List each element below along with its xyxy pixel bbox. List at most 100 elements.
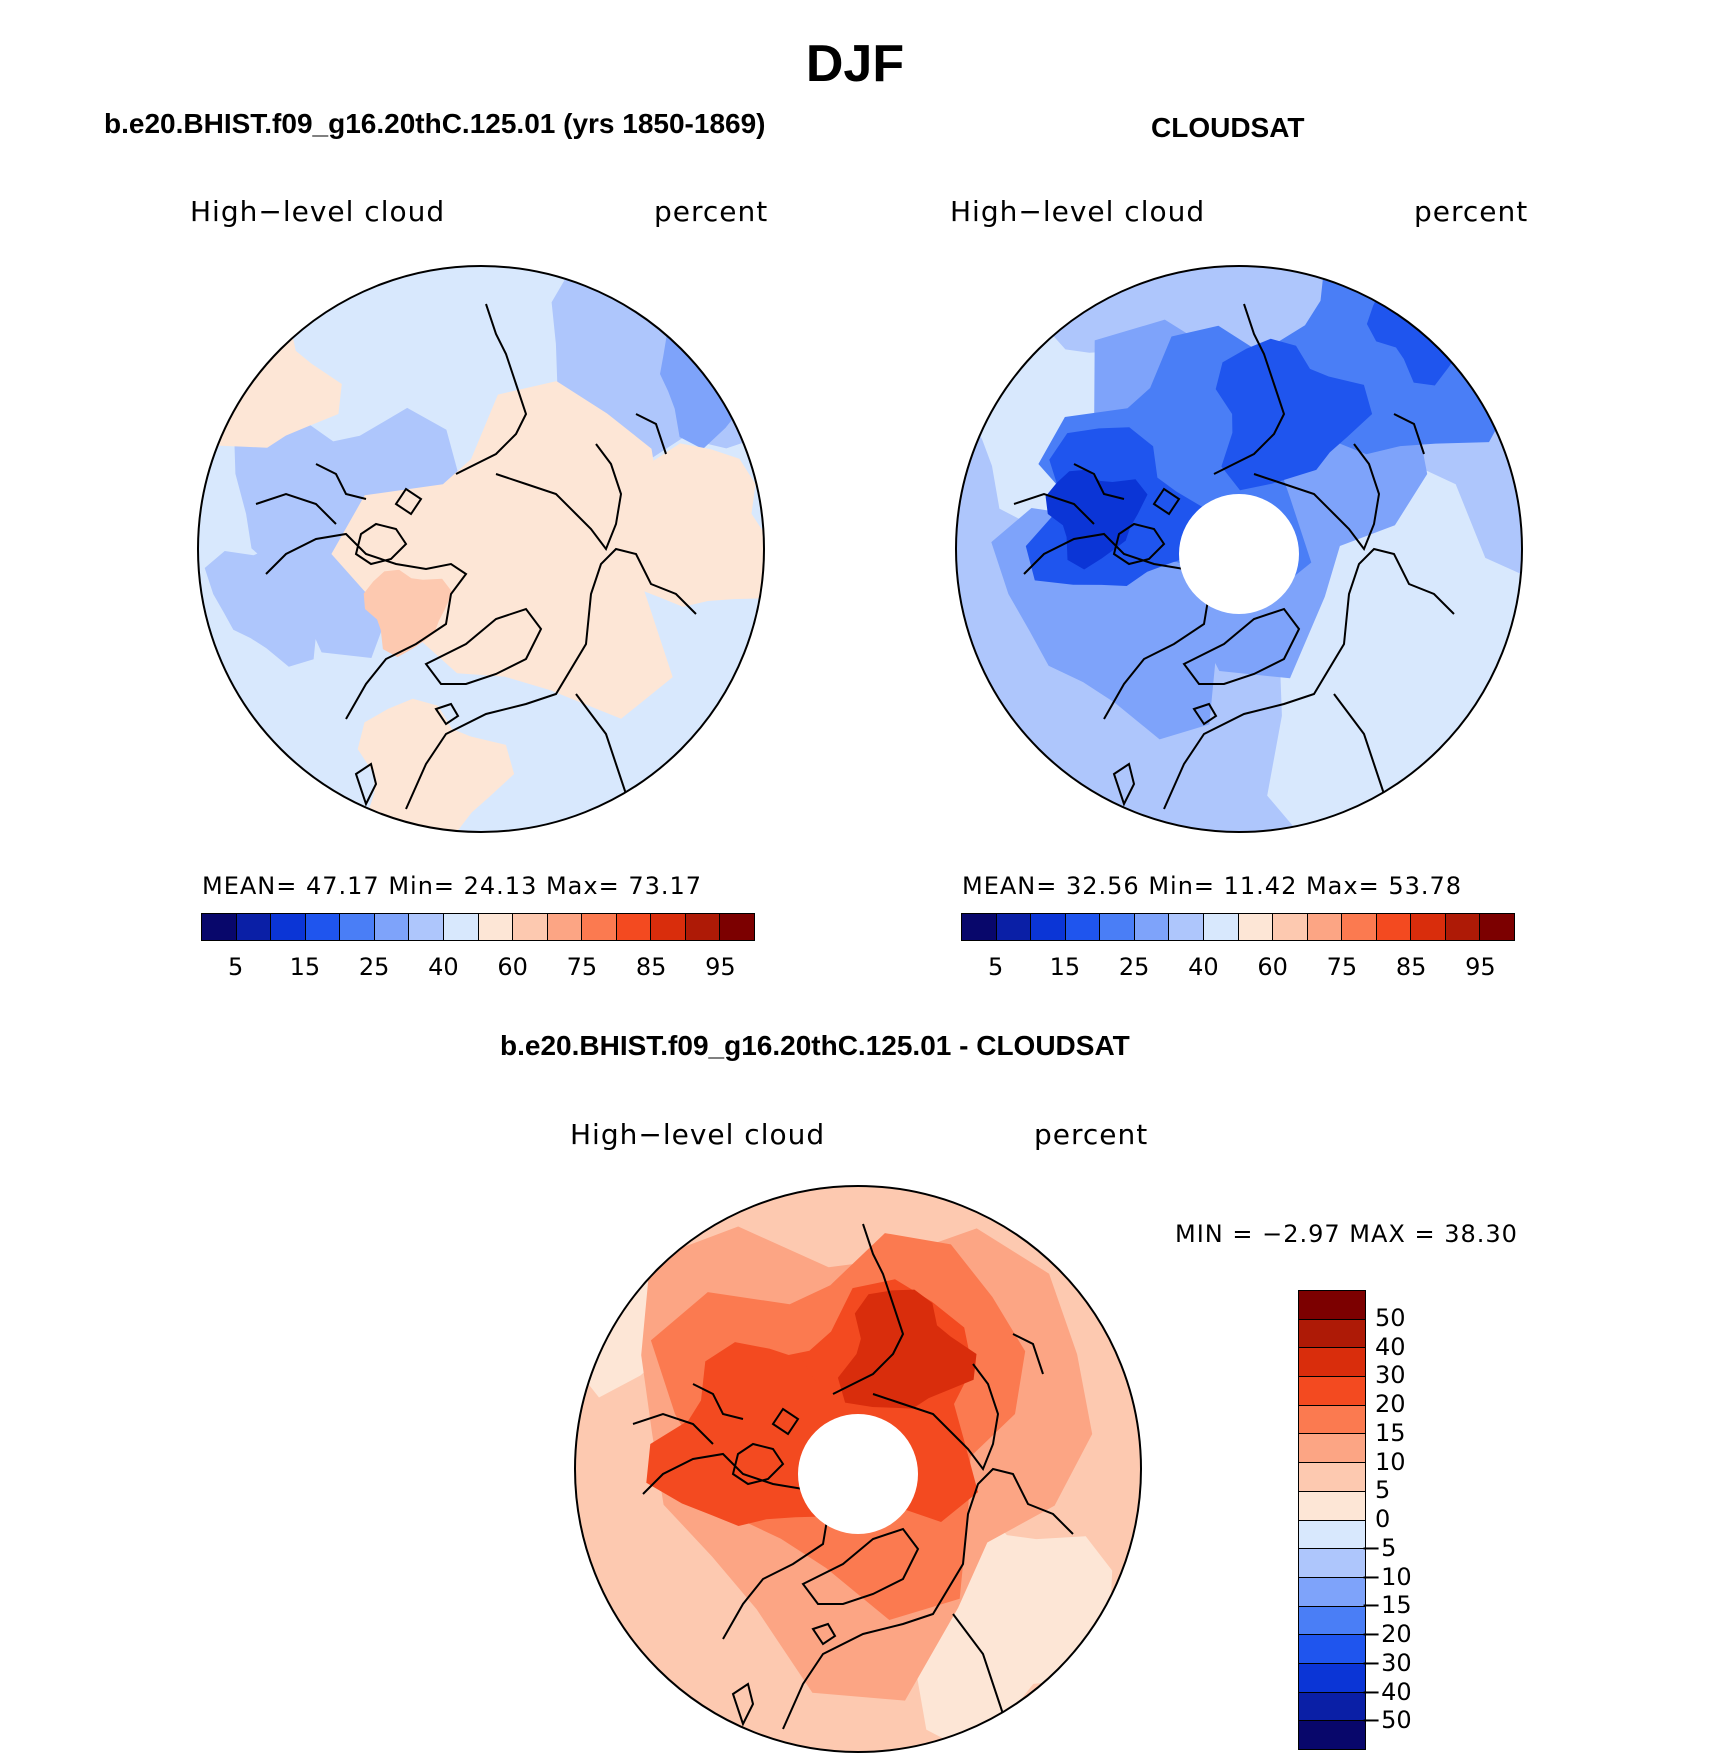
colorbar-swatch bbox=[305, 914, 341, 940]
colorbar-swatch bbox=[1376, 914, 1412, 940]
colorbar-swatch bbox=[1299, 1434, 1365, 1464]
coastline bbox=[731, 1442, 785, 1486]
panel3-units-label: percent bbox=[1034, 1118, 1149, 1151]
colorbar-tick-label: 15 bbox=[1049, 953, 1081, 981]
coastline bbox=[692, 1383, 744, 1420]
coastline bbox=[1192, 702, 1218, 726]
colorbar-tick-label: 40 bbox=[1188, 953, 1219, 981]
colorbar-tick-label: 75 bbox=[566, 953, 598, 981]
colorbar-swatch bbox=[1445, 914, 1481, 940]
panel3-colorbar-ticks: 50 40 30 20 15 10 5 0 −5 −10 −15 −20 −30 −40 −50 bbox=[1361, 1290, 1465, 1750]
colorbar-swatch bbox=[1299, 1291, 1365, 1320]
colorbar-swatch bbox=[1134, 914, 1170, 940]
panel1-units-label: percent bbox=[654, 195, 769, 228]
panel1-variable-label: High−level cloud bbox=[190, 195, 446, 228]
colorbar-swatch bbox=[1299, 1463, 1365, 1492]
panel1-title: b.e20.BHIST.f09_g16.20thC.125.01 (yrs 18… bbox=[104, 108, 766, 139]
coastline bbox=[424, 607, 543, 685]
coastline bbox=[731, 1682, 755, 1727]
coastline bbox=[315, 463, 367, 500]
map-contour-region bbox=[357, 698, 515, 832]
map-contour-region bbox=[601, 443, 764, 607]
coastline bbox=[801, 1527, 920, 1605]
colorbar-tick-label: 15 bbox=[1375, 1418, 1406, 1447]
colorbar-swatch bbox=[271, 914, 306, 940]
colorbar-tick-label: −5 bbox=[1361, 1533, 1397, 1562]
coastline bbox=[832, 1223, 905, 1395]
colorbar-swatch bbox=[1100, 914, 1135, 940]
colorbar-tick-label: 60 bbox=[1257, 953, 1288, 981]
colorbar-swatch bbox=[1299, 1348, 1365, 1378]
colorbar-swatch bbox=[1299, 1635, 1365, 1664]
coastline bbox=[1013, 492, 1095, 525]
colorbar-tick-label: 50 bbox=[1375, 1303, 1406, 1332]
colorbar-swatch bbox=[513, 914, 548, 940]
colorbar-swatch bbox=[374, 914, 410, 940]
colorbar-swatch bbox=[1342, 914, 1377, 940]
coastline bbox=[434, 702, 460, 726]
panel3-title: b.e20.BHIST.f09_g16.20thC.125.01 - CLOUD… bbox=[500, 1030, 1130, 1061]
panel1-stats: MEAN= 47.17 Min= 24.13 Max= 73.17 bbox=[202, 872, 703, 900]
coastline bbox=[811, 1622, 837, 1646]
colorbar-tick-label: 85 bbox=[1395, 953, 1427, 981]
coastline bbox=[1112, 522, 1166, 566]
colorbar-swatch bbox=[720, 914, 754, 940]
colorbar-swatch bbox=[340, 914, 375, 940]
map-boundary bbox=[197, 265, 765, 833]
colorbar-swatch bbox=[1411, 914, 1446, 940]
panel2-colorbar bbox=[961, 913, 1515, 941]
colorbar-swatch bbox=[1299, 1692, 1365, 1722]
coastline bbox=[354, 762, 378, 807]
colorbar-swatch bbox=[582, 914, 617, 940]
colorbar-swatch bbox=[409, 914, 444, 940]
colorbar-tick-label: −15 bbox=[1361, 1591, 1412, 1620]
coastline bbox=[635, 413, 667, 455]
colorbar-swatch bbox=[443, 914, 479, 940]
coastline bbox=[265, 532, 468, 720]
colorbar-tick-label: 95 bbox=[1465, 953, 1496, 981]
colorbar-swatch bbox=[1299, 1549, 1365, 1578]
coastline bbox=[1182, 607, 1301, 685]
coastline bbox=[1253, 443, 1381, 552]
map-boundary bbox=[574, 1185, 1142, 1753]
colorbar-tick-label: −20 bbox=[1361, 1620, 1412, 1648]
polar-data-gap bbox=[1179, 494, 1299, 614]
panel3-stats: MIN = −2.97 MAX = 38.30 bbox=[1175, 1220, 1518, 1248]
panel3-colorbar bbox=[1298, 1290, 1366, 1750]
coastline bbox=[782, 1467, 1074, 1730]
colorbar-swatch bbox=[1169, 914, 1204, 940]
colorbar-swatch bbox=[1299, 1405, 1365, 1435]
colorbar-tick-label: 0 bbox=[1375, 1505, 1391, 1533]
map-contour-region bbox=[204, 530, 337, 667]
map-contour-region bbox=[1045, 469, 1148, 570]
panel1-colorbar bbox=[201, 913, 755, 941]
colorbar-tick-label: 5 bbox=[987, 953, 1004, 981]
coastline bbox=[1012, 1333, 1044, 1375]
colorbar-tick-label: 15 bbox=[289, 953, 321, 981]
coastline bbox=[1073, 463, 1125, 500]
colorbar-tick-label: −30 bbox=[1361, 1648, 1412, 1677]
panel2-units-label: percent bbox=[1414, 195, 1529, 228]
panel2-variable-label: High−level cloud bbox=[950, 195, 1206, 228]
colorbar-tick-label: 75 bbox=[1326, 953, 1358, 981]
colorbar-tick-label: 25 bbox=[358, 953, 390, 981]
colorbar-swatch bbox=[1031, 914, 1066, 940]
map-boundary bbox=[955, 265, 1523, 833]
colorbar-swatch bbox=[1299, 1663, 1365, 1693]
coastline bbox=[354, 522, 408, 566]
colorbar-tick-label: 40 bbox=[428, 953, 459, 981]
colorbar-tick-label: −10 bbox=[1361, 1562, 1412, 1591]
colorbar-swatch bbox=[616, 914, 652, 940]
panel2-polar-map bbox=[955, 265, 1523, 833]
colorbar-swatch bbox=[1299, 1606, 1365, 1636]
colorbar-swatch bbox=[478, 914, 514, 940]
map-contour-region bbox=[837, 1289, 977, 1409]
colorbar-swatch bbox=[547, 914, 583, 940]
colorbar-swatch bbox=[651, 914, 686, 940]
coastline bbox=[1393, 413, 1425, 455]
coastline bbox=[455, 303, 528, 475]
colorbar-swatch bbox=[1299, 1577, 1365, 1607]
panel2-stats: MEAN= 32.56 Min= 11.42 Max= 53.78 bbox=[962, 872, 1463, 900]
panel3-variable-label: High−level cloud bbox=[570, 1118, 826, 1151]
coastline bbox=[632, 1412, 714, 1445]
